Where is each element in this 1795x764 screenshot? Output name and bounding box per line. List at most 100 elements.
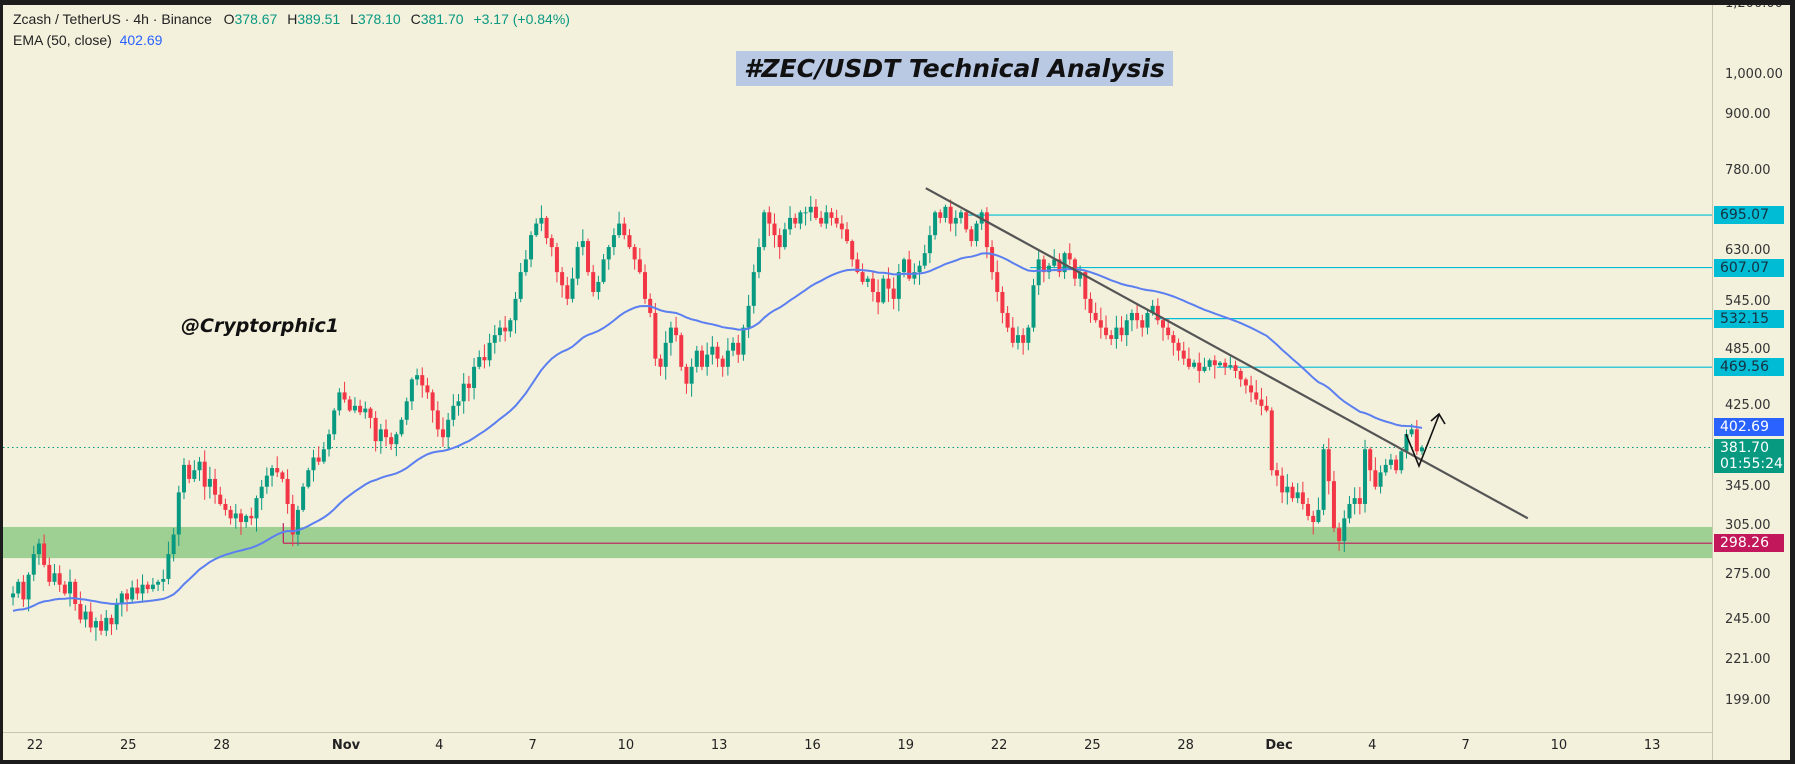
candle — [1005, 306, 1010, 333]
candle-body — [1202, 366, 1207, 371]
candle-body — [731, 342, 736, 351]
candle-body — [534, 223, 539, 236]
candle — [772, 213, 777, 248]
candle — [1176, 338, 1181, 361]
candle — [710, 336, 715, 365]
candle-body — [1399, 451, 1404, 471]
candle-body — [368, 408, 373, 418]
candle-body — [1171, 335, 1176, 343]
candle — [409, 377, 414, 410]
candle — [1067, 243, 1072, 265]
candle-body — [415, 375, 420, 380]
candle-body — [1021, 335, 1026, 343]
candle-body — [1295, 492, 1300, 499]
level-price-label: 607.07 — [1714, 258, 1784, 277]
candle-body — [1363, 449, 1368, 504]
candle-body — [150, 584, 155, 590]
candle-body — [1197, 362, 1202, 371]
candle — [321, 442, 326, 464]
candle — [363, 401, 368, 419]
candle-body — [384, 429, 388, 438]
candle — [1254, 380, 1259, 405]
candle — [42, 534, 47, 568]
price-chart[interactable] — [3, 5, 1712, 760]
candle-body — [891, 288, 896, 299]
candle-body — [611, 235, 616, 248]
candle — [1290, 482, 1295, 502]
candle — [674, 316, 679, 342]
candle-body — [896, 272, 901, 299]
candle-body — [207, 478, 212, 487]
candle-body — [803, 212, 808, 214]
candle — [523, 250, 528, 276]
candle-body — [1326, 449, 1331, 482]
time-tick: 4 — [1368, 738, 1377, 753]
candle — [720, 355, 725, 377]
candle-body — [1254, 392, 1259, 400]
candle — [384, 419, 388, 447]
candle — [508, 318, 513, 338]
candle-body — [554, 247, 559, 273]
candle — [544, 215, 549, 245]
candle-body — [11, 593, 16, 598]
candle-body — [1357, 498, 1362, 504]
candle-body — [1026, 327, 1031, 343]
candle-body — [746, 305, 751, 328]
candle — [731, 337, 736, 357]
candle-body — [492, 335, 497, 343]
projection-arrow — [1405, 414, 1440, 469]
candle-body — [93, 621, 98, 628]
candle — [1015, 326, 1020, 350]
candle — [798, 210, 803, 230]
price-tick: 245.00 — [1725, 611, 1771, 627]
ema-line — [12, 252, 1423, 612]
candle — [197, 457, 202, 481]
candle — [845, 222, 850, 244]
candle — [181, 458, 186, 500]
candle-body — [130, 587, 135, 600]
candle — [487, 333, 492, 367]
candle-body — [358, 405, 363, 413]
time-tick: 4 — [435, 738, 444, 753]
candle — [254, 495, 259, 532]
price-tick: 630.00 — [1725, 242, 1771, 258]
candle — [1202, 357, 1207, 373]
candle — [1233, 360, 1238, 379]
candle-body — [1347, 503, 1352, 519]
candle — [109, 614, 114, 635]
candle — [767, 206, 772, 237]
candle-body — [1285, 486, 1290, 493]
candle-body — [233, 513, 238, 519]
candle — [803, 206, 808, 226]
candle-body — [845, 229, 850, 242]
candle — [1197, 352, 1202, 383]
candle — [316, 446, 321, 465]
chart-title-annotation: #ZEC/USDT Technical Analysis — [736, 51, 1173, 86]
candle — [881, 275, 886, 304]
candle-body — [119, 593, 124, 604]
candle — [1109, 330, 1114, 346]
candle-body — [1388, 459, 1393, 465]
candle-body — [295, 509, 300, 535]
candle-body — [881, 278, 886, 303]
candle — [751, 264, 756, 314]
price-axis[interactable]: 695.07 607.07 532.15 469.56 402.69 381.70 01:5… — [1712, 5, 1790, 760]
candle — [1114, 315, 1119, 349]
author-watermark: @Cryptorphic1 — [181, 315, 339, 337]
candle — [534, 218, 539, 237]
candle-body — [238, 513, 243, 523]
candle — [627, 229, 632, 250]
candle-body — [508, 320, 513, 332]
candle-body — [1052, 259, 1057, 266]
candle-body — [725, 350, 730, 367]
symbol-name[interactable]: Zcash / TetherUS · 4h · Binance — [13, 11, 212, 27]
candle-body — [135, 587, 140, 594]
candle — [145, 581, 150, 594]
candle — [430, 389, 435, 423]
candle — [1331, 470, 1336, 533]
candle-body — [73, 581, 78, 604]
legend-ema-row[interactable]: EMA (50, close) 402.69 — [13, 32, 162, 48]
candle-body — [57, 573, 62, 585]
candle-body — [1109, 335, 1114, 339]
candle-body — [1342, 518, 1347, 541]
